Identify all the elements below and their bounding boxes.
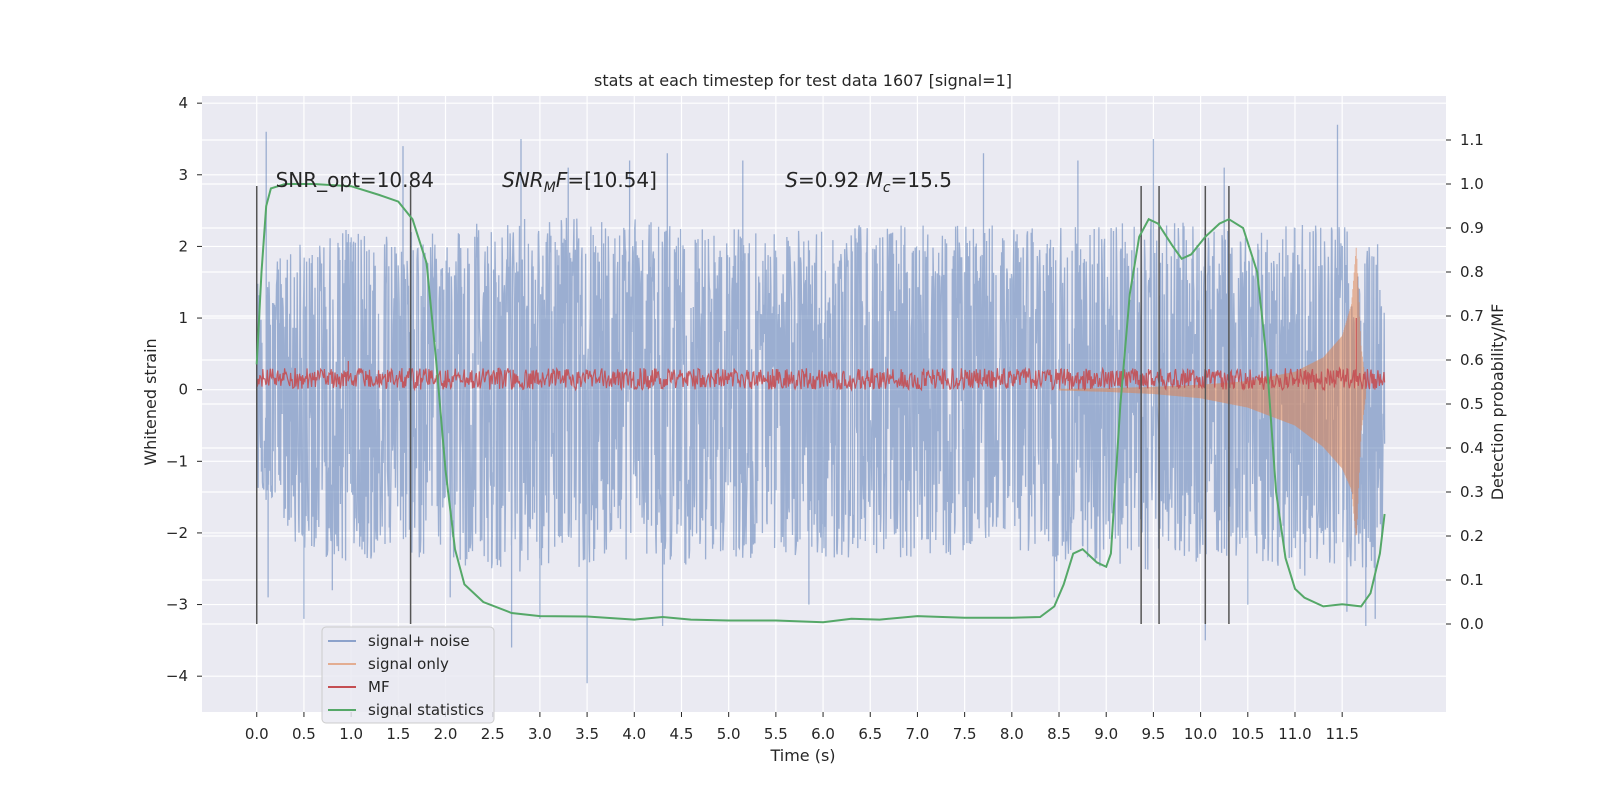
x-tick-label: 7.0 xyxy=(906,725,930,743)
y-tick-label-left: −1 xyxy=(166,452,188,470)
x-tick-label: 5.0 xyxy=(717,725,741,743)
y-tick-label-left: 4 xyxy=(178,94,188,112)
x-tick-label: 7.5 xyxy=(953,725,977,743)
legend-label: signal statistics xyxy=(368,701,484,719)
x-tick-label: 4.5 xyxy=(670,725,694,743)
y-tick-label-right: 1.0 xyxy=(1460,175,1484,193)
y-tick-label-left: −2 xyxy=(166,524,188,542)
series-mf xyxy=(256,318,1386,392)
y-tick-label-right: 0.2 xyxy=(1460,527,1484,545)
series-signal-statistics xyxy=(255,183,1386,624)
y-tick-label-right: 0.6 xyxy=(1460,351,1484,369)
y-tick-label-right: 0.9 xyxy=(1460,219,1484,237)
y-tick-label-right: 0.0 xyxy=(1460,615,1484,633)
x-axis-label: Time (s) xyxy=(769,746,835,765)
y-tick-label-right: 0.4 xyxy=(1460,439,1484,457)
legend-label: signal only xyxy=(368,655,449,673)
legend-box xyxy=(321,626,495,724)
y-tick-label-left: 3 xyxy=(178,166,188,184)
y-tick-label-right: 1.1 xyxy=(1460,131,1484,149)
legend-label: MF xyxy=(368,678,390,696)
x-tick-label: 0.5 xyxy=(292,725,316,743)
y-axis-label-left: Whitened strain xyxy=(141,338,160,465)
x-tick-label: 5.5 xyxy=(764,725,788,743)
series-signal-only xyxy=(1058,247,1367,536)
y-tick-label-left: 2 xyxy=(178,237,188,255)
x-tick-label: 0.0 xyxy=(245,725,269,743)
x-tick-label: 4.0 xyxy=(622,725,646,743)
legend-label: signal+ noise xyxy=(368,632,470,650)
y-axis-label-right: Detection probability/MF xyxy=(1488,304,1507,501)
x-tick-label: 11.0 xyxy=(1278,725,1311,743)
y-tick-label-left: 0 xyxy=(178,381,188,399)
legend: signal+ noise signal only MF signal statist… xyxy=(321,626,495,724)
annotation-snr-opt: SNR_opt=10.84 xyxy=(276,168,434,192)
chart-title: stats at each timestep for test data 160… xyxy=(594,71,1012,90)
y-tick-label-left: −3 xyxy=(166,596,188,614)
y-tick-label-left: −4 xyxy=(166,667,188,685)
y-tick-label-left: 1 xyxy=(178,309,188,327)
x-tick-label: 1.5 xyxy=(386,725,410,743)
x-tick-label: 2.5 xyxy=(481,725,505,743)
x-tick-label: 9.0 xyxy=(1094,725,1118,743)
x-tick-label: 1.0 xyxy=(339,725,363,743)
x-tick-label: 11.5 xyxy=(1325,725,1358,743)
x-tick-label: 8.0 xyxy=(1000,725,1024,743)
y-tick-label-right: 0.8 xyxy=(1460,263,1484,281)
x-tick-label: 6.5 xyxy=(858,725,882,743)
y-tick-label-right: 0.3 xyxy=(1460,483,1484,501)
y-tick-label-right: 0.5 xyxy=(1460,395,1484,413)
x-tick-label: 6.0 xyxy=(811,725,835,743)
x-tick-label: 10.0 xyxy=(1184,725,1217,743)
y-tick-label-right: 0.7 xyxy=(1460,307,1484,325)
x-tick-label: 3.5 xyxy=(575,725,599,743)
x-tick-label: 9.5 xyxy=(1141,725,1165,743)
y-tick-label-right: 0.1 xyxy=(1460,571,1484,589)
x-tick-label: 8.5 xyxy=(1047,725,1071,743)
x-tick-label: 10.5 xyxy=(1231,725,1264,743)
x-tick-label: 3.0 xyxy=(528,725,552,743)
annotation-s-mc: S=0.92 Mc=15.5 xyxy=(785,168,952,196)
x-tick-label: 2.0 xyxy=(434,725,458,743)
annotation-snr-mf: SNRMF=[10.54] xyxy=(502,168,657,196)
